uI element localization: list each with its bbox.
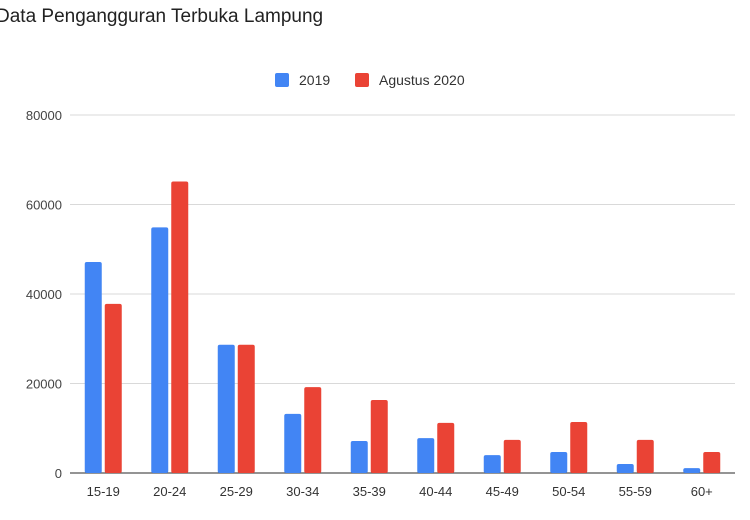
- bar-agustus-2020-40-44: [437, 422, 455, 473]
- x-tick-label: 30-34: [286, 484, 319, 499]
- x-tick-label: 35-39: [353, 484, 386, 499]
- bar-agustus-2020-25-29: [237, 344, 255, 473]
- bar-agustus-2020-50-54: [570, 421, 588, 473]
- bar-2019-45-49: [483, 455, 501, 473]
- bar-agustus-2020-55-59: [636, 439, 654, 473]
- bar-2019-55-59: [616, 464, 634, 473]
- bar-2019-50-54: [550, 451, 568, 473]
- legend-label: 2019: [299, 72, 330, 88]
- bar-agustus-2020-20-24: [171, 181, 189, 474]
- bar-agustus-2020-60+: [703, 451, 721, 473]
- x-tick-label: 15-19: [87, 484, 120, 499]
- bar-2019-30-34: [284, 413, 302, 473]
- bar-2019-25-29: [217, 344, 235, 473]
- legend-label: Agustus 2020: [379, 72, 465, 88]
- x-tick-label: 50-54: [552, 484, 585, 499]
- legend-swatch-0: [275, 73, 289, 87]
- y-tick-label: 20000: [26, 377, 62, 392]
- y-tick-label: 60000: [26, 198, 62, 213]
- bar-agustus-2020-45-49: [503, 439, 521, 473]
- x-tick-label: 40-44: [419, 484, 452, 499]
- y-tick-label: 0: [55, 466, 62, 481]
- bar-agustus-2020-15-19: [104, 303, 122, 473]
- y-tick-label: 80000: [26, 108, 62, 123]
- bar-2019-15-19: [84, 262, 102, 473]
- y-tick-label: 40000: [26, 287, 62, 302]
- bar-2019-20-24: [151, 227, 169, 473]
- x-tick-label: 45-49: [486, 484, 519, 499]
- x-tick-label: 60+: [691, 484, 713, 499]
- x-tick-label: 20-24: [153, 484, 186, 499]
- bar-2019-40-44: [417, 438, 435, 473]
- bar-2019-35-39: [350, 441, 368, 473]
- bar-agustus-2020-30-34: [304, 387, 322, 473]
- legend-swatch-1: [355, 73, 369, 87]
- x-tick-label: 55-59: [619, 484, 652, 499]
- chart-title: Data Pengangguran Terbuka Lampung: [0, 6, 324, 27]
- bar-2019-60+: [683, 468, 701, 473]
- x-tick-label: 25-29: [220, 484, 253, 499]
- bar-agustus-2020-35-39: [370, 400, 388, 473]
